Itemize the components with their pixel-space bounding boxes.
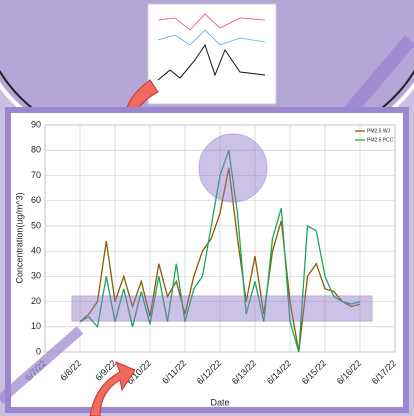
y-tick-label: 20 xyxy=(31,296,41,306)
y-tick-label: 90 xyxy=(31,119,41,129)
legend-label: PM2.5 PCC xyxy=(367,137,394,143)
y-tick-label: 80 xyxy=(31,145,41,155)
y-tick-label: 0 xyxy=(36,346,41,356)
legend-label: PM2.5 WJ xyxy=(367,128,391,134)
y-tick-label: 40 xyxy=(31,245,41,255)
highlight-box xyxy=(72,296,372,321)
thumbnail xyxy=(148,4,276,104)
y-tick-label: 30 xyxy=(31,271,41,281)
y-tick-label: 10 xyxy=(31,321,41,331)
y-tick-label: 60 xyxy=(31,195,41,205)
y-tick-label: 50 xyxy=(31,220,41,230)
y-tick-label: 70 xyxy=(31,170,41,180)
screenshot: 01020304050607080906/7/226/8/226/9/226/1… xyxy=(0,0,414,416)
x-axis-label: Date xyxy=(210,397,229,407)
highlight-circle xyxy=(199,134,267,202)
y-axis-label: Concentration(ug/m^3) xyxy=(14,192,24,283)
